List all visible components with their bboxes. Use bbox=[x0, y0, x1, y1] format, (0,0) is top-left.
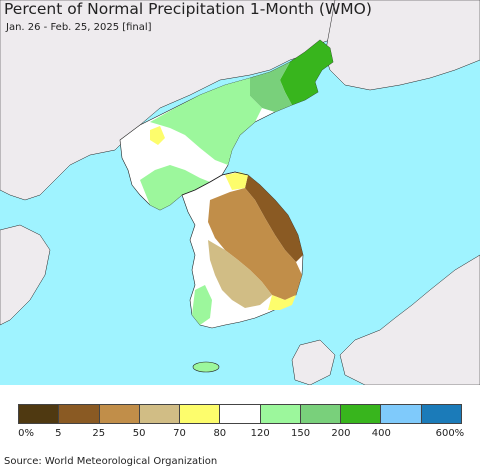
legend-tick-label: 120 bbox=[250, 428, 270, 439]
map-title: Percent of Normal Precipitation 1-Month … bbox=[4, 0, 372, 18]
legend-swatch bbox=[138, 405, 180, 423]
precipitation-map bbox=[0, 0, 480, 385]
legend-swatch bbox=[420, 405, 461, 423]
map-subtitle: Jan. 26 - Feb. 25, 2025 [final] bbox=[6, 22, 152, 33]
legend-swatch bbox=[19, 405, 59, 423]
legend-tick-label: 5 bbox=[55, 428, 62, 439]
nk-yellow-west bbox=[150, 126, 165, 145]
nk-lightgreen-south bbox=[140, 165, 210, 210]
nk-green-northeast bbox=[280, 40, 333, 105]
legend-tick-label: 80 bbox=[213, 428, 227, 439]
nk-green-mid bbox=[250, 62, 292, 112]
legend-swatch bbox=[259, 405, 300, 423]
legend-tick-label: 150 bbox=[290, 428, 311, 439]
sk-darkbrown-east bbox=[245, 175, 303, 262]
legend-swatch bbox=[380, 405, 421, 423]
sk-yellow-southeast bbox=[268, 295, 296, 310]
legend-swatch bbox=[179, 405, 220, 423]
sk-brown-center bbox=[208, 188, 302, 300]
sk-lightgreen-southwest bbox=[192, 285, 212, 325]
china-east-coast bbox=[0, 224, 51, 326]
legend-tick-label: 0% bbox=[18, 428, 34, 439]
legend-swatch bbox=[219, 405, 260, 423]
jeju-island bbox=[192, 361, 220, 373]
legend-swatch bbox=[98, 405, 139, 423]
legend-tick-label: 600% bbox=[435, 428, 465, 439]
legend-tick-label: 70 bbox=[173, 428, 186, 439]
legend-tick-label: 200 bbox=[331, 428, 351, 439]
legend-tick-label: 50 bbox=[132, 428, 146, 439]
japan-kyushu bbox=[291, 339, 336, 385]
color-legend bbox=[18, 404, 462, 424]
nk-sk-border bbox=[181, 171, 249, 196]
legend-ticks: 0% 5 25 50 70 80 120 150 200 400 600% bbox=[0, 428, 480, 442]
sk-yellow-north bbox=[225, 172, 248, 190]
sk-tan-south bbox=[208, 240, 272, 308]
legend-swatch bbox=[340, 405, 381, 423]
japan-landmass bbox=[339, 254, 480, 385]
nk-lightgreen-west bbox=[150, 78, 262, 165]
legend-tick-label: 25 bbox=[92, 428, 106, 439]
legend-swatch bbox=[299, 405, 341, 423]
source-credit: Source: World Meteorological Organizatio… bbox=[4, 456, 218, 467]
legend-swatch bbox=[58, 405, 99, 423]
legend-tick-label: 400 bbox=[371, 428, 391, 439]
